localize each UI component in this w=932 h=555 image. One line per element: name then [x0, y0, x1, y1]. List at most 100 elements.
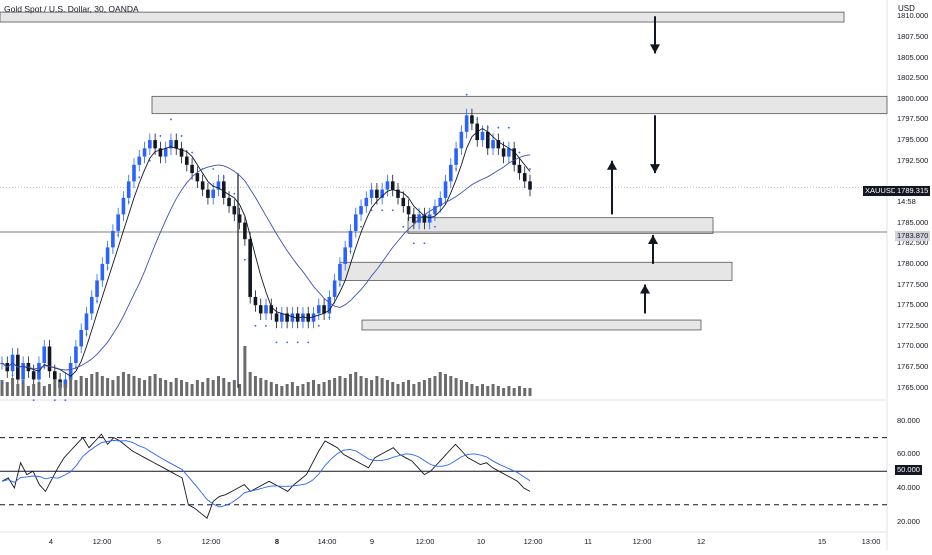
volume-bar — [486, 386, 490, 396]
candle-body — [480, 131, 485, 141]
candle-body — [507, 148, 511, 157]
sar-dot — [222, 176, 225, 179]
volume-bar — [21, 380, 25, 396]
candle-body — [68, 362, 73, 380]
candle-body — [179, 148, 184, 157]
sar-dot — [191, 151, 193, 154]
volume-bar — [312, 380, 316, 396]
sar-dot — [307, 341, 310, 344]
candle-body — [517, 164, 522, 174]
volume-bar — [222, 378, 226, 396]
sar-dot — [106, 267, 109, 269]
volume-bar — [227, 382, 231, 396]
rsi-tick-label: 60.000 — [897, 449, 920, 459]
sar-dot — [518, 151, 521, 154]
volume-bar — [259, 378, 263, 396]
candle-body — [485, 131, 490, 149]
candle-body — [322, 305, 326, 314]
volume-bar — [391, 382, 395, 396]
volume-bar — [248, 372, 252, 396]
volume-bar — [32, 384, 36, 396]
candle-body — [348, 230, 353, 248]
candle-body — [459, 131, 464, 149]
volume-bar — [143, 380, 147, 396]
volume-bar — [496, 386, 500, 396]
volume-bar — [327, 380, 331, 396]
sar-dot — [212, 168, 215, 170]
volume-bar — [470, 384, 474, 396]
candle-body — [174, 140, 179, 149]
volume-bar — [359, 376, 363, 396]
up-arrow-head — [648, 235, 658, 245]
sar-dot — [381, 209, 384, 212]
volume-bar — [348, 374, 352, 396]
volume-bar — [48, 384, 52, 396]
volume-bar — [428, 378, 432, 396]
candle-body — [522, 173, 527, 182]
candle-body — [74, 346, 78, 363]
volume-bar — [79, 376, 83, 396]
volume-bar — [148, 376, 152, 396]
sar-dot — [444, 201, 447, 203]
volume-bar — [317, 384, 321, 396]
volume-bar — [5, 382, 9, 396]
candle-body — [195, 173, 200, 182]
sar-dot — [75, 366, 77, 369]
candle-body — [163, 148, 168, 157]
volume-bar — [528, 388, 532, 396]
rsi-tick-label: 20.000 — [897, 516, 920, 526]
volume-bar — [69, 378, 73, 396]
sar-dot — [497, 126, 500, 129]
volume-bar — [385, 380, 389, 396]
candle-body — [353, 214, 358, 231]
volume-bar — [127, 374, 131, 396]
time-tick-label: 8 — [274, 537, 280, 546]
price-tick-label: 1792.500 — [897, 155, 929, 165]
price-tick-label: 1780.000 — [897, 258, 929, 268]
volume-bar — [42, 386, 46, 396]
candle-body — [274, 313, 279, 322]
volume-bar — [153, 374, 157, 396]
sar-dot — [1, 382, 3, 385]
volume-bar — [74, 380, 78, 396]
volume-bar — [106, 378, 110, 396]
volume-bar — [333, 378, 337, 396]
candle-body — [237, 214, 242, 223]
volume-bar — [11, 378, 15, 396]
candle-body — [89, 296, 94, 314]
price-tick-label: 1800.000 — [897, 93, 929, 103]
sar-dot — [391, 209, 394, 212]
candle-body — [306, 313, 311, 322]
volume-bar — [301, 384, 305, 396]
candle-body — [433, 206, 437, 215]
candle-body — [438, 197, 443, 207]
volume-bar — [401, 382, 405, 396]
candle-body — [369, 189, 374, 198]
candle-body — [311, 313, 316, 322]
candle-body — [375, 189, 379, 198]
volume-bar — [132, 376, 136, 396]
volume-bar — [84, 378, 88, 396]
sar-dot — [43, 366, 46, 369]
down-arrow-head — [650, 44, 660, 54]
candle-body — [158, 148, 163, 157]
fast-moving-average — [1, 127, 531, 377]
sar-dot — [360, 225, 362, 228]
volume-bar — [454, 378, 458, 396]
volume-bar — [158, 378, 162, 396]
candle-body — [53, 371, 57, 380]
volume-bar — [275, 384, 279, 396]
bar-countdown: 14:58 — [897, 197, 916, 206]
volume-bar — [137, 378, 141, 396]
sar-dot — [243, 258, 246, 261]
volume-bar — [280, 386, 284, 396]
candle-body — [31, 371, 36, 380]
volume-bar — [58, 382, 62, 396]
down-arrow-head — [650, 164, 660, 174]
sar-dot — [254, 324, 257, 327]
candle-body — [211, 189, 215, 198]
volume-bar — [444, 374, 448, 396]
volume-bar — [412, 384, 416, 396]
